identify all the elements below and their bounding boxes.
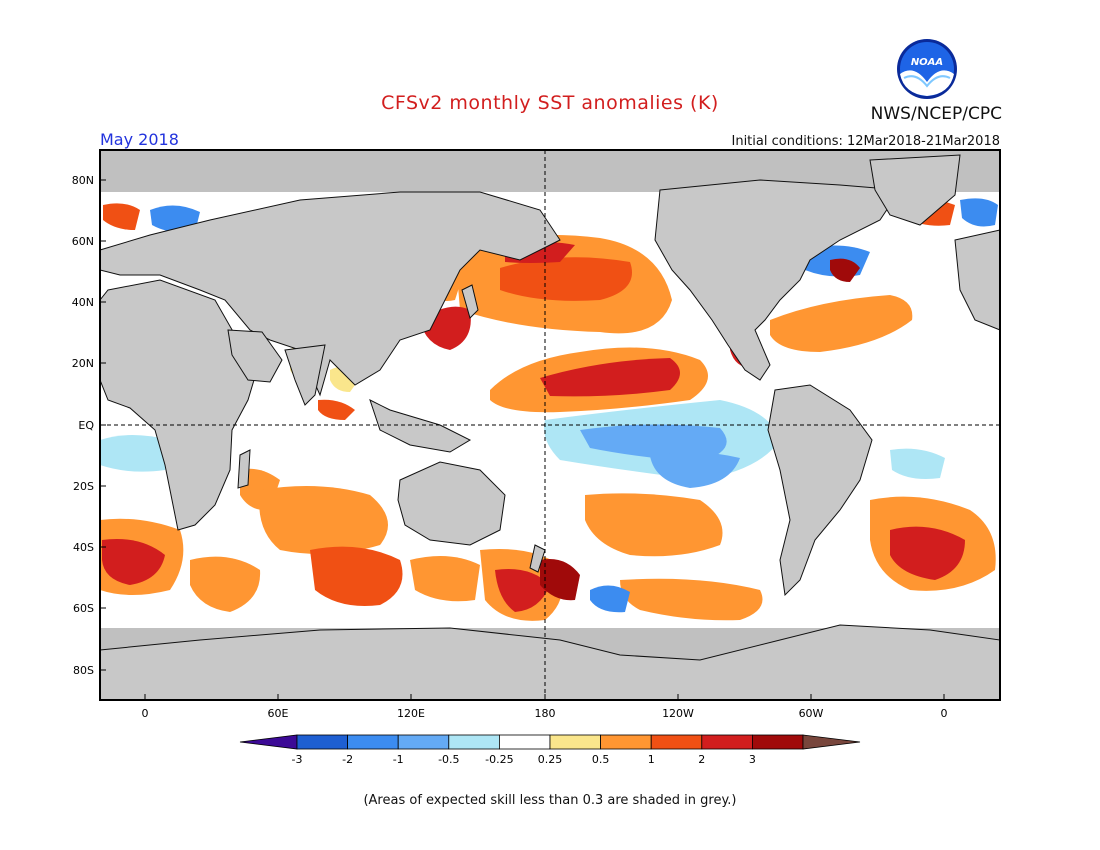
land-new-zealand <box>529 544 546 573</box>
colorbar-bin <box>397 734 450 750</box>
lon-label: 0 <box>941 707 948 720</box>
lat-label: 60N <box>72 235 94 248</box>
skill-note: (Areas of expected skill less than 0.3 a… <box>363 793 737 808</box>
colorbar-label: -2 <box>342 753 353 766</box>
svg-text:NOAA: NOAA <box>911 57 943 68</box>
colorbar-label: 2 <box>698 753 705 766</box>
colorbar-bin <box>650 734 703 750</box>
land-arabia <box>227 329 283 383</box>
longitude-axis: 0 60E 120E 180 120W 60W 0 <box>142 694 948 720</box>
land-masses <box>99 154 1001 701</box>
land-japan <box>461 284 479 319</box>
colorbar-bin <box>600 734 652 750</box>
low-skill-north <box>100 150 1000 192</box>
lat-label: 80S <box>73 664 94 677</box>
colorbar-bin <box>296 734 348 750</box>
colorbar: -3 -2 -1 -0.5 -0.25 0.25 0.5 1 2 3 <box>239 734 861 766</box>
agency-label: NWS/NCEP/CPC <box>870 104 1002 124</box>
lon-label: 0 <box>142 707 149 720</box>
lat-label: 40N <box>72 296 94 309</box>
colorbar-bin <box>347 734 399 750</box>
land-india <box>284 344 326 406</box>
colorbar-bin <box>549 734 601 750</box>
initial-conditions: Initial conditions: 12Mar2018-21Mar2018 <box>731 134 1001 149</box>
lon-label: 120E <box>397 707 425 720</box>
land-south-america <box>767 384 873 597</box>
colorbar-label: 0.25 <box>538 753 563 766</box>
lat-label: 20N <box>72 357 94 370</box>
colorbar-label: 3 <box>749 753 756 766</box>
lon-label: 120W <box>662 707 694 720</box>
lat-label: 60S <box>73 602 94 615</box>
lon-label: 60E <box>268 707 289 720</box>
colorbar-bin <box>701 734 753 750</box>
lat-label: 20S <box>73 480 94 493</box>
forecast-month: May 2018 <box>100 130 179 149</box>
colorbar-bin <box>498 734 551 750</box>
colorbar-label: -3 <box>292 753 303 766</box>
land-greenland <box>869 154 961 226</box>
colorbar-label: 0.5 <box>592 753 610 766</box>
latitude-axis: 80N 60N 40N 20N EQ 20S 40S 60S 80S <box>72 174 106 677</box>
colorbar-bin <box>448 734 500 750</box>
lat-label: EQ <box>78 419 94 432</box>
colorbar-label: 1 <box>648 753 655 766</box>
colorbar-max-arrow <box>802 734 861 750</box>
lat-label: 80N <box>72 174 94 187</box>
lon-label: 180 <box>535 707 556 720</box>
land-madagascar <box>237 449 251 489</box>
colorbar-min-arrow <box>239 734 298 750</box>
land-australia <box>397 461 506 546</box>
lat-label: 40S <box>73 541 94 554</box>
land-eurasia <box>99 191 561 397</box>
colorbar-label: -0.25 <box>485 753 513 766</box>
lon-label: 60W <box>799 707 824 720</box>
colorbar-label: -1 <box>393 753 404 766</box>
land-europe-edge <box>954 229 1001 331</box>
noaa-logo: NOAA <box>897 39 957 99</box>
colorbar-bin <box>752 734 804 750</box>
land-indonesia <box>369 399 472 453</box>
colorbar-label: -0.5 <box>438 753 459 766</box>
map-title: CFSv2 monthly SST anomalies (K) <box>381 92 719 114</box>
